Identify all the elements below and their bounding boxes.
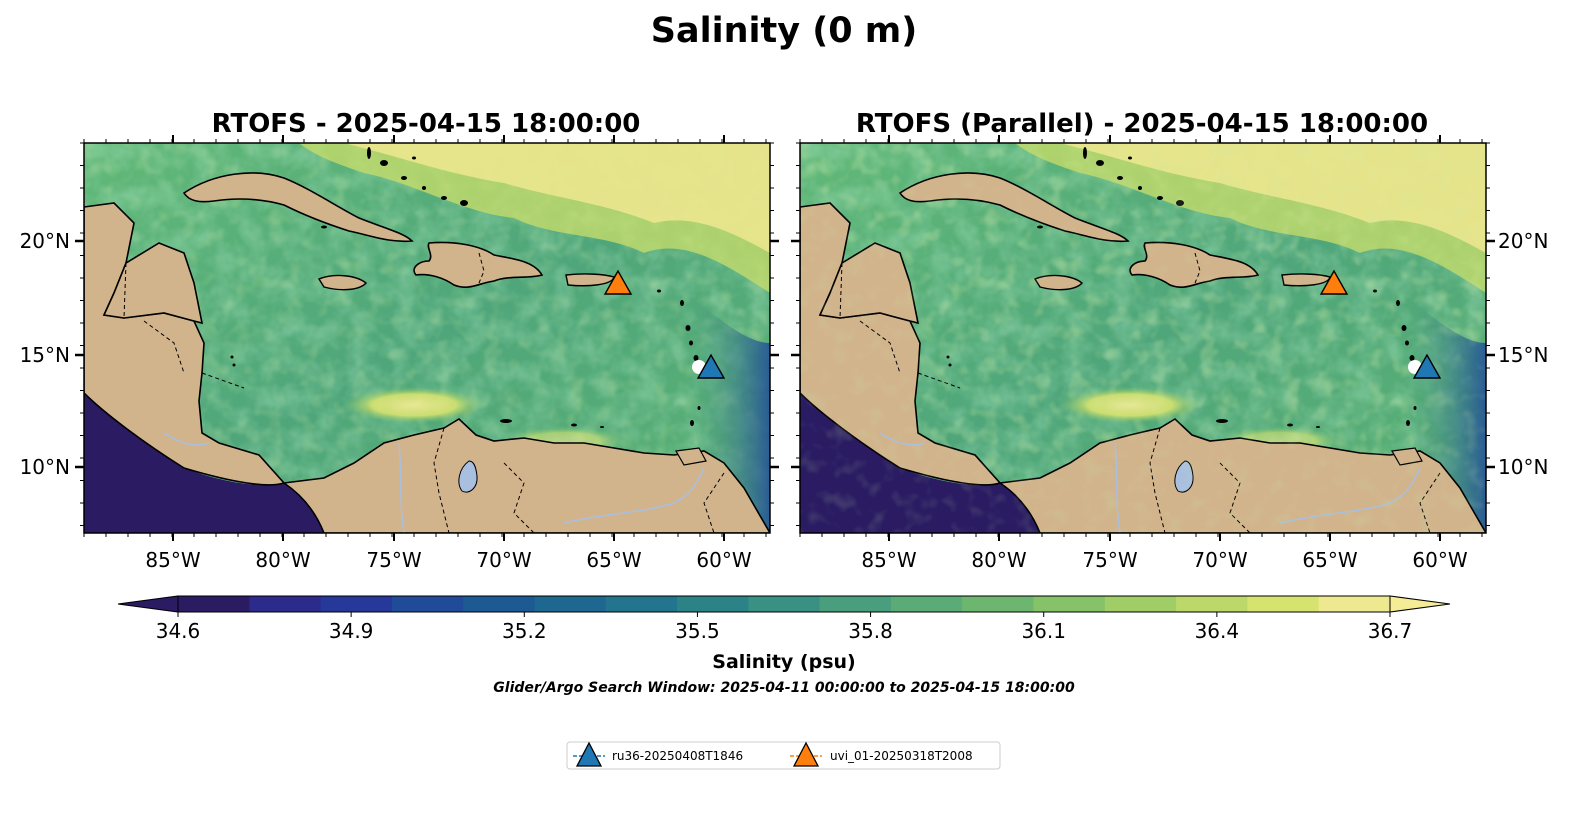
panel-2-title: RTOFS (Parallel) - 2025-04-15 18:00:00 (856, 109, 1428, 139)
axes-ticks: 85°W 80°W 75°W 70°W 65°W 60°W 20°N 15°N 10°N 85°W… (20, 135, 1548, 572)
panel-1-map (83, 142, 771, 534)
x-tick-label: 70°W (476, 548, 531, 572)
panel-1-title: RTOFS - 2025-04-15 18:00:00 (212, 109, 641, 139)
colorbar-segment (1176, 596, 1249, 612)
marker-uvi01 (603, 269, 633, 295)
colorbar-segment (748, 596, 821, 612)
panel-2-map (799, 142, 1487, 534)
marker-ru36 (696, 353, 726, 379)
y-tick-label: 20°N (20, 229, 70, 253)
colorbar-segment (320, 596, 393, 612)
x-tick-label: 60°W (1412, 548, 1467, 572)
colorbar-tick-label: 36.1 (1021, 619, 1066, 643)
x-tick-label: 80°W (971, 548, 1026, 572)
legend-uvi01-icon (792, 741, 820, 767)
colorbar-segment (962, 596, 1035, 612)
colorbar-segment (391, 596, 464, 612)
colorbar-tick-label: 34.6 (156, 619, 201, 643)
x-tick-label: 65°W (586, 548, 641, 572)
colorbar-segment (1033, 596, 1106, 612)
y-tick-label: 15°N (20, 343, 70, 367)
x-tick-label: 75°W (1082, 548, 1137, 572)
colorbar-segment (819, 596, 892, 612)
colorbar-tick-label: 36.4 (1195, 619, 1240, 643)
colorbar-segment (890, 596, 963, 612)
x-tick-label: 70°W (1192, 548, 1247, 572)
y-tick-label: 10°N (1498, 455, 1548, 479)
y-tick-label: 20°N (1498, 229, 1548, 253)
legend-ru36-icon (575, 741, 603, 767)
colorbar-extend-min (117, 595, 179, 613)
colorbar-tick-label: 36.7 (1368, 619, 1413, 643)
colorbar: 34.6 34.9 35.2 35.5 35.8 36.1 36.4 36.7 (117, 595, 1451, 643)
colorbar-segment (249, 596, 322, 612)
colorbar-segment (534, 596, 607, 612)
x-tick-label: 80°W (255, 548, 310, 572)
colorbar-label: Salinity (psu) (712, 651, 855, 673)
x-tick-label: 85°W (861, 548, 916, 572)
legend: ru36-20250408T1846 uvi_01-20250318T2008 (566, 741, 1001, 770)
marker-uvi01-parallel (1319, 269, 1349, 295)
colorbar-segment (677, 596, 749, 612)
figure-suptitle: Salinity (0 m) (651, 11, 917, 51)
legend-ru36-label: ru36-20250408T1846 (612, 749, 743, 763)
marker-ru36-parallel (1412, 353, 1442, 379)
x-tick-label: 65°W (1302, 548, 1357, 572)
colorbar-segment (1104, 596, 1177, 612)
colorbar-tick-label: 35.8 (848, 619, 893, 643)
colorbar-segment (1318, 596, 1391, 612)
x-tick-label: 60°W (696, 548, 751, 572)
colorbar-segment (178, 596, 250, 612)
colorbar-tick-label: 35.5 (675, 619, 720, 643)
colorbar-extend-max (1389, 595, 1451, 613)
y-tick-label: 10°N (20, 455, 70, 479)
y-tick-label: 15°N (1498, 343, 1548, 367)
colorbar-segment (1247, 596, 1320, 612)
colorbar-tick-label: 35.2 (502, 619, 547, 643)
colorbar-tick-label: 34.9 (329, 619, 374, 643)
legend-uvi01-label: uvi_01-20250318T2008 (830, 749, 973, 763)
x-tick-label: 75°W (366, 548, 421, 572)
colorbar-segment (605, 596, 678, 612)
x-tick-label: 85°W (145, 548, 200, 572)
colorbar-segment (463, 596, 536, 612)
search-window-text: Glider/Argo Search Window: 2025-04-11 00… (493, 680, 1075, 696)
